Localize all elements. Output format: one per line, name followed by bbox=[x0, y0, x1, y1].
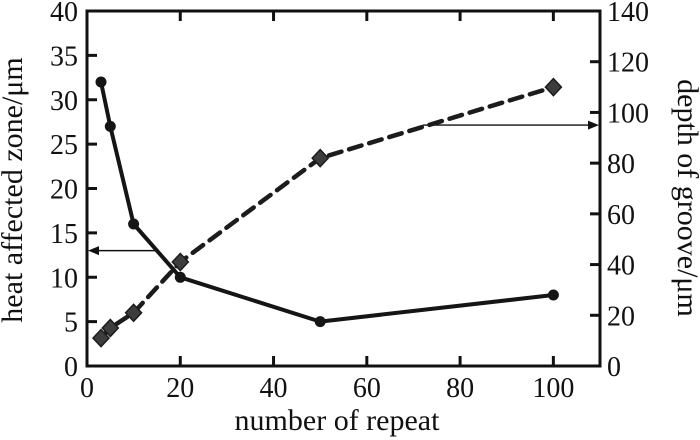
y-tick-label-left: 20 bbox=[50, 175, 78, 206]
y-tick-label-left: 25 bbox=[50, 130, 78, 161]
y-tick-label-left: 30 bbox=[50, 86, 78, 117]
y-axis-title-left: heat affected zone/μm bbox=[0, 57, 29, 322]
y-tick-label-right: 20 bbox=[607, 301, 635, 332]
diamond-marker-depth-of-groove bbox=[124, 303, 143, 323]
circle-marker-heat-affected-zone bbox=[128, 218, 140, 230]
y-tick-label-right: 0 bbox=[607, 352, 621, 383]
x-tick-label: 60 bbox=[353, 373, 381, 404]
y-tick-label-left: 40 bbox=[50, 0, 78, 28]
y-axis-title-right: depth of groove/μm bbox=[671, 79, 700, 317]
right-axis-arrow-head bbox=[588, 120, 599, 130]
x-tick-label: 20 bbox=[166, 373, 194, 404]
y-tick-label-right: 120 bbox=[607, 48, 649, 79]
y-tick-label-right: 60 bbox=[607, 200, 635, 231]
diamond-marker-depth-of-groove bbox=[171, 252, 190, 272]
circle-marker-heat-affected-zone bbox=[174, 271, 186, 283]
y-tick-label-right: 100 bbox=[607, 98, 649, 129]
y-tick-label-right: 40 bbox=[607, 251, 635, 282]
x-tick-label: 0 bbox=[80, 373, 94, 404]
y-tick-label-left: 10 bbox=[50, 263, 78, 294]
circle-marker-heat-affected-zone bbox=[104, 120, 116, 132]
y-tick-label-left: 15 bbox=[50, 219, 78, 250]
diamond-marker-depth-of-groove bbox=[311, 148, 330, 168]
plot-area: 0 20 40 60 80 100 0 5 10 15 20 25 30 35 40 0 20 40 60 80 100… bbox=[50, 0, 649, 404]
y-tick-label-left: 35 bbox=[50, 41, 78, 72]
diamond-marker-depth-of-groove bbox=[91, 328, 111, 348]
y-tick-label-left: 0 bbox=[64, 352, 78, 383]
y-tick-label-right: 140 bbox=[607, 0, 649, 28]
circle-marker-heat-affected-zone bbox=[314, 316, 326, 328]
x-tick-label: 100 bbox=[532, 373, 574, 404]
left-axis-arrow-head bbox=[88, 246, 99, 256]
circle-marker-heat-affected-zone bbox=[547, 289, 559, 301]
diamond-marker-depth-of-groove bbox=[101, 318, 120, 338]
x-tick-label: 40 bbox=[260, 373, 288, 404]
circle-marker-heat-affected-zone bbox=[95, 76, 107, 88]
x-axis-title: number of repeat bbox=[235, 404, 441, 437]
x-tick-label: 80 bbox=[446, 373, 474, 404]
diamond-marker-depth-of-groove bbox=[544, 77, 563, 97]
y-tick-label-left: 5 bbox=[64, 308, 78, 339]
series-line-heat-affected-zone bbox=[99, 80, 556, 324]
plot-frame bbox=[85, 9, 602, 368]
y-tick-label-right: 80 bbox=[607, 149, 635, 180]
